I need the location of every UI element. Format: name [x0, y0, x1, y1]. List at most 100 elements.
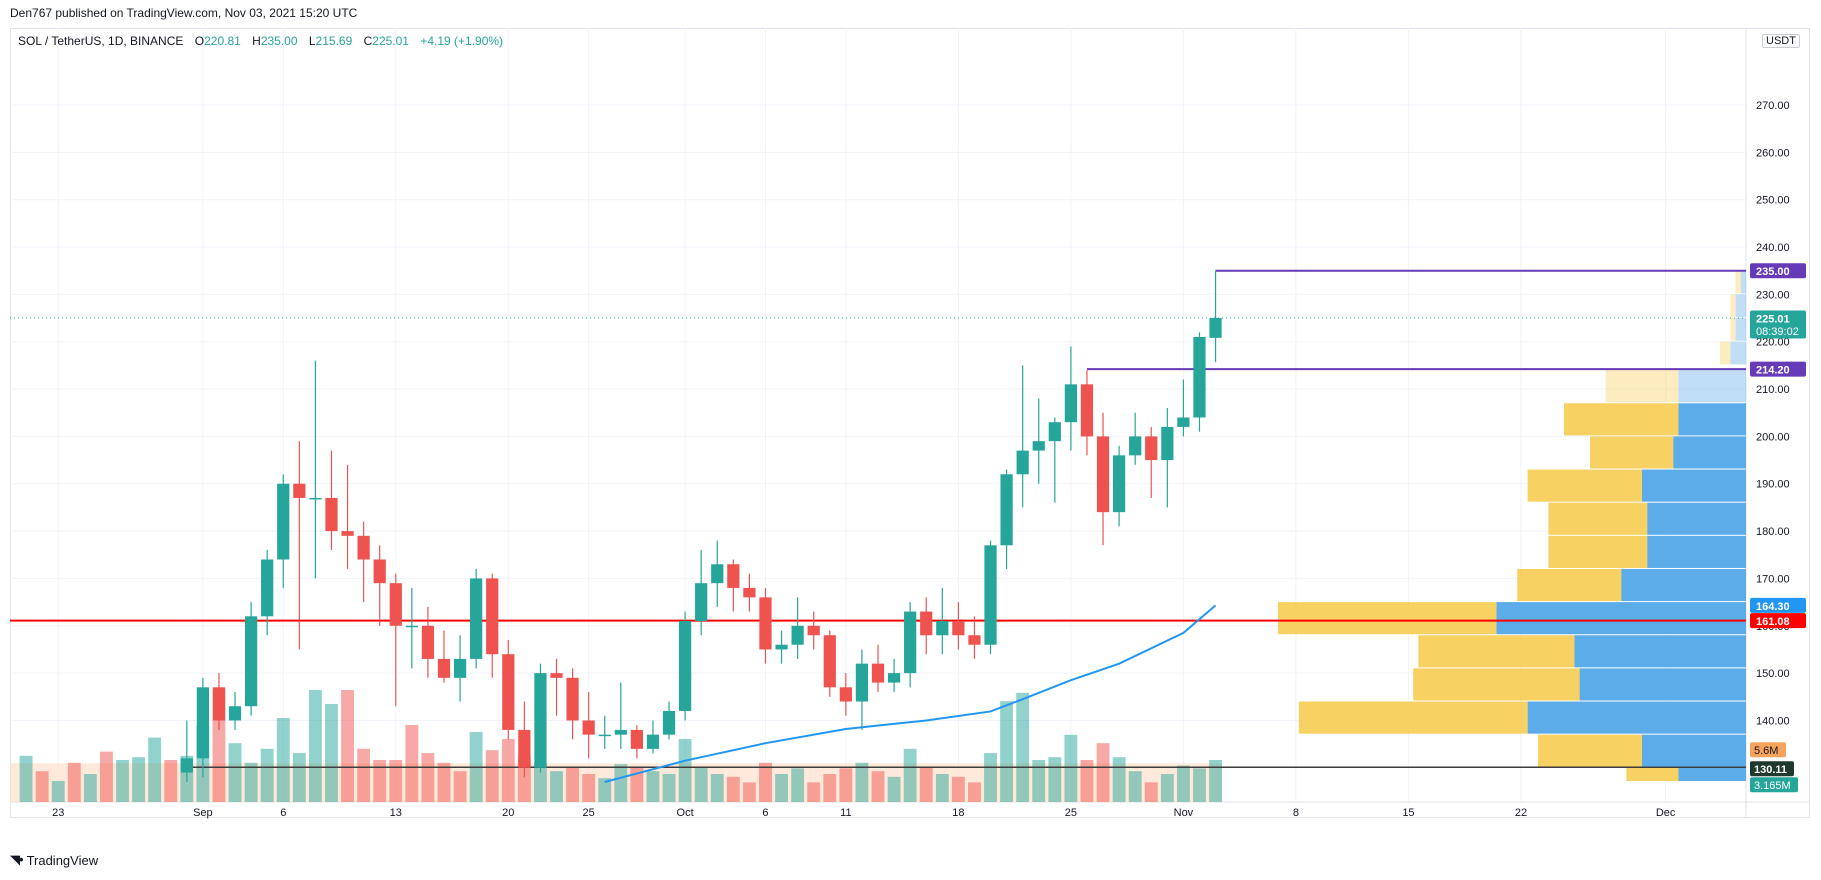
- candle-body: [646, 734, 660, 749]
- candle-body: [614, 729, 627, 735]
- x-tick-label: 18: [952, 807, 964, 819]
- candle-body: [711, 564, 724, 584]
- volume-bar: [1016, 692, 1030, 802]
- candle-body: [1000, 474, 1013, 546]
- ma-price-label-bg: [1750, 597, 1806, 613]
- volume-bar: [791, 768, 805, 802]
- candle: [952, 602, 965, 650]
- x-tick-label: Nov: [1174, 807, 1194, 819]
- candle-body: [196, 687, 209, 759]
- volume-bar: [1128, 771, 1142, 802]
- currency-badge[interactable]: USDT: [1762, 34, 1800, 48]
- candle: [212, 673, 226, 730]
- x-tick-label: 20: [502, 807, 514, 819]
- candle-body: [904, 611, 917, 674]
- candle-body: [180, 758, 193, 773]
- candle: [807, 611, 820, 650]
- candle-body: [245, 616, 258, 707]
- red-line-price-label: 161.08: [1756, 616, 1790, 628]
- y-tick-label: 220.00: [1756, 337, 1790, 349]
- legend-symbol[interactable]: SOL / TetherUS, 1D, BINANCE: [18, 34, 184, 48]
- volume-5-6m-label: 5.6M: [1754, 745, 1778, 757]
- candle-body: [1209, 318, 1222, 338]
- volume-bar: [1032, 760, 1046, 802]
- candle-body: [1048, 422, 1061, 442]
- tradingview-logo[interactable]: ◥• TradingView: [10, 852, 98, 868]
- x-tick-label: 25: [583, 807, 595, 819]
- y-tick-label: 230.00: [1756, 289, 1790, 301]
- last-price-label: 225.01: [1756, 314, 1790, 326]
- volume-profile-up-bar: [1413, 668, 1580, 701]
- candle-body: [518, 729, 531, 768]
- candle: [855, 649, 869, 730]
- legend-close-label: C: [363, 34, 373, 48]
- candle: [1113, 445, 1126, 527]
- volume-bar: [951, 776, 965, 802]
- candle: [180, 720, 193, 782]
- candle: [968, 616, 981, 659]
- candle: [534, 663, 547, 773]
- candle-body: [952, 621, 965, 636]
- volume-profile-down-bar: [1579, 668, 1746, 701]
- volume-bar: [646, 771, 660, 802]
- candle-body: [839, 687, 852, 702]
- volume-profile-down-bar: [1678, 767, 1746, 781]
- candle-body: [823, 635, 836, 688]
- candle: [1080, 370, 1094, 456]
- candle: [711, 540, 724, 607]
- volume-profile-down-bar: [1735, 318, 1746, 341]
- volume-bar: [1064, 734, 1078, 802]
- candle-body: [1064, 384, 1077, 423]
- candle-body: [936, 621, 949, 636]
- legend-low: 215.69: [315, 34, 353, 48]
- candle: [437, 630, 451, 683]
- candle-body: [325, 497, 338, 532]
- volume-profile-up-bar: [1418, 635, 1575, 668]
- volume-profile-down-bar: [1673, 436, 1746, 469]
- x-tick-label: 6: [280, 807, 286, 819]
- volume-profile-down-bar: [1647, 502, 1746, 535]
- volume-bar: [534, 762, 547, 802]
- candle: [1129, 412, 1142, 465]
- volume-profile-up-bar: [1605, 369, 1679, 403]
- candle: [325, 450, 338, 551]
- volume-profile-down-bar: [1647, 535, 1746, 568]
- volume-bar: [1112, 757, 1126, 802]
- candle-body: [1096, 436, 1110, 513]
- volume-profile-down-bar: [1621, 568, 1746, 602]
- x-tick-label: 11: [840, 807, 851, 819]
- volume-bar: [807, 782, 821, 802]
- x-tick-label: 23: [52, 807, 64, 819]
- candle: [1209, 270, 1222, 363]
- y-tick-label: 250.00: [1756, 195, 1790, 207]
- volume-bar: [164, 760, 178, 802]
- candle-body: [791, 625, 804, 645]
- volume-profile-up-bar: [1548, 535, 1648, 568]
- volume-bar: [308, 690, 322, 802]
- candle-body: [1129, 436, 1142, 456]
- x-tick-label: 25: [1065, 807, 1077, 819]
- volume-bar: [903, 748, 917, 802]
- candle-body: [212, 687, 226, 721]
- candle: [920, 597, 933, 655]
- volume-bar: [566, 767, 580, 802]
- last-price-label-bg: [1750, 310, 1806, 339]
- volume-profile-up-bar: [1298, 701, 1528, 734]
- x-tick-label: 15: [1402, 807, 1414, 819]
- candle-body: [421, 625, 435, 659]
- candle-body: [486, 578, 499, 655]
- candle: [791, 597, 804, 659]
- candle-body: [341, 531, 354, 536]
- volume-bar: [775, 774, 788, 802]
- volume-bar: [325, 704, 338, 802]
- volume-bar: [1209, 760, 1222, 802]
- candle: [518, 701, 531, 778]
- y-tick-label: 240.00: [1756, 242, 1790, 254]
- x-tick-label: 8: [1293, 807, 1299, 819]
- candle: [1016, 365, 1029, 508]
- candle-body: [1032, 441, 1045, 451]
- candle-body: [293, 483, 306, 498]
- x-tick-label: 13: [390, 807, 402, 819]
- volume-bar: [1176, 765, 1190, 802]
